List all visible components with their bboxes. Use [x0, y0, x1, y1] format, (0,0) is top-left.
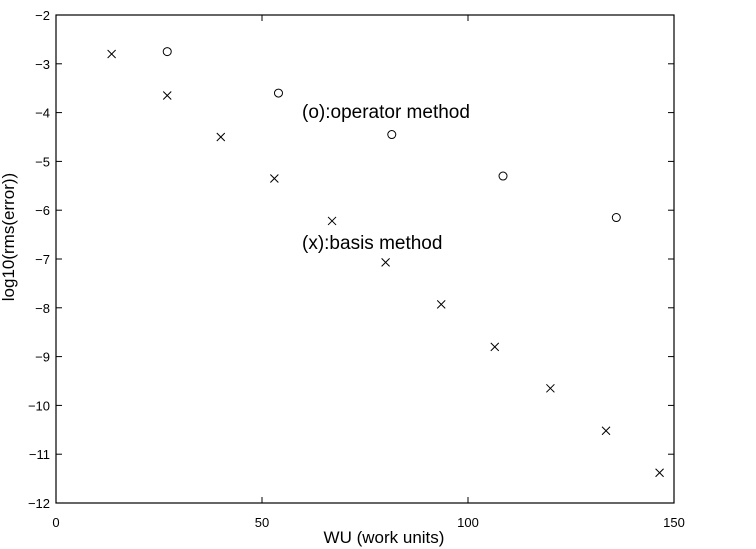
basis-point	[107, 49, 116, 59]
basis-point	[546, 383, 555, 393]
annotation-basis: (x):basis method	[302, 233, 442, 254]
basis-point	[327, 216, 337, 226]
x-tick-label: 0	[52, 515, 59, 530]
x-tick-label: 150	[663, 515, 685, 530]
x-tick-labels: 0 50 100 150	[52, 515, 684, 530]
plot-frame	[55, 14, 675, 504]
basis-point	[381, 258, 390, 267]
y-tick-label: −4	[35, 106, 50, 121]
y-axis-label: log10(rms(error))	[0, 173, 18, 301]
y-tick-label: −7	[35, 252, 50, 267]
basis-point	[270, 174, 279, 183]
y-tick-label: −11	[29, 447, 50, 462]
y-tick-labels: −2 −3 −4 −5 −6 −7 −8 −9 −10 −11 −12	[28, 8, 50, 511]
y-tick-label: −12	[28, 496, 50, 511]
operator-point	[273, 88, 283, 98]
basis-point	[436, 300, 446, 309]
basis-point	[216, 132, 226, 142]
x-tick-label: 100	[457, 515, 479, 530]
basis-point	[490, 342, 500, 352]
axis-ticks	[55, 14, 675, 504]
data-marks	[107, 47, 664, 478]
x-tick-label: 50	[255, 515, 269, 530]
y-tick-label: −3	[35, 57, 50, 72]
x-axis-label: WU (work units)	[324, 528, 445, 547]
basis-point	[655, 468, 664, 478]
y-tick-label: −9	[35, 350, 50, 365]
y-tick-label: −2	[35, 8, 50, 23]
basis-point	[162, 91, 172, 100]
basis-point	[601, 426, 611, 436]
y-tick-label: −10	[28, 398, 50, 413]
y-tick-label: −6	[35, 203, 50, 218]
operator-point	[498, 171, 508, 181]
y-tick-label: −8	[35, 301, 50, 316]
annotation-operator: (o):operator method	[302, 102, 470, 123]
operator-point	[162, 47, 172, 57]
operator-point	[387, 130, 397, 140]
operator-point	[611, 213, 621, 223]
y-tick-label: −5	[35, 154, 50, 169]
